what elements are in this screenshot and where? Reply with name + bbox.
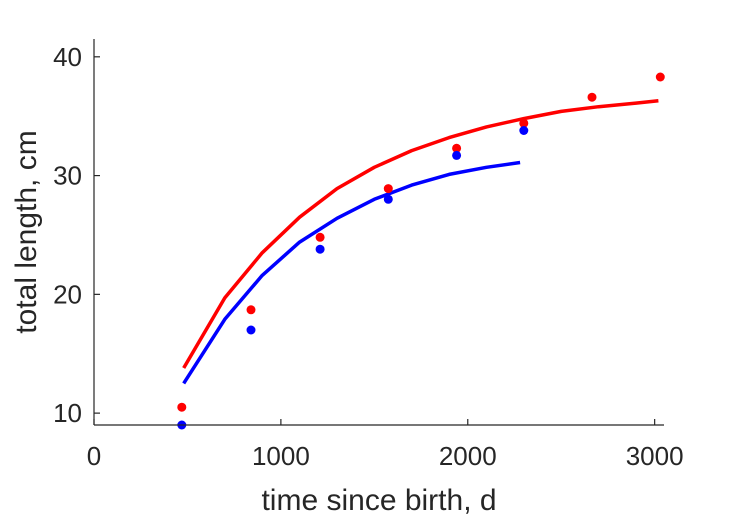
y-tick-label: 40 (53, 42, 82, 72)
data-point-series-1 (519, 118, 529, 128)
data-point-series-1 (655, 72, 665, 82)
data-point-series-1 (452, 143, 462, 153)
x-tick-label: 2000 (439, 441, 497, 471)
data-point-series-2 (383, 194, 393, 204)
data-point-series-1 (587, 92, 597, 102)
y-tick-label: 30 (53, 161, 82, 191)
y-axis-label: total length, cm (10, 130, 43, 333)
fit-curve-series-1 (182, 99, 659, 369)
y-tick-label: 20 (53, 279, 82, 309)
x-tick-label: 3000 (626, 441, 684, 471)
fit-curve-series-2 (182, 160, 521, 385)
data-point-series-2 (519, 126, 529, 135)
x-tick-label: 0 (87, 441, 101, 471)
data-point-series-1 (315, 232, 325, 242)
data-point-series-2 (315, 244, 325, 254)
data-point-series-1 (383, 184, 393, 194)
plot-layer (177, 72, 665, 430)
data-point-series-2 (246, 325, 256, 335)
data-point-series-1 (246, 305, 256, 315)
x-axis-label: time since birth, d (261, 484, 496, 517)
data-point-series-2 (452, 150, 462, 160)
data-point-series-1 (177, 402, 187, 412)
x-tick-label: 1000 (252, 441, 310, 471)
y-tick-label: 10 (53, 398, 82, 428)
axes-layer: 0 1000 2000 3000 10 20 30 40 (53, 39, 684, 471)
